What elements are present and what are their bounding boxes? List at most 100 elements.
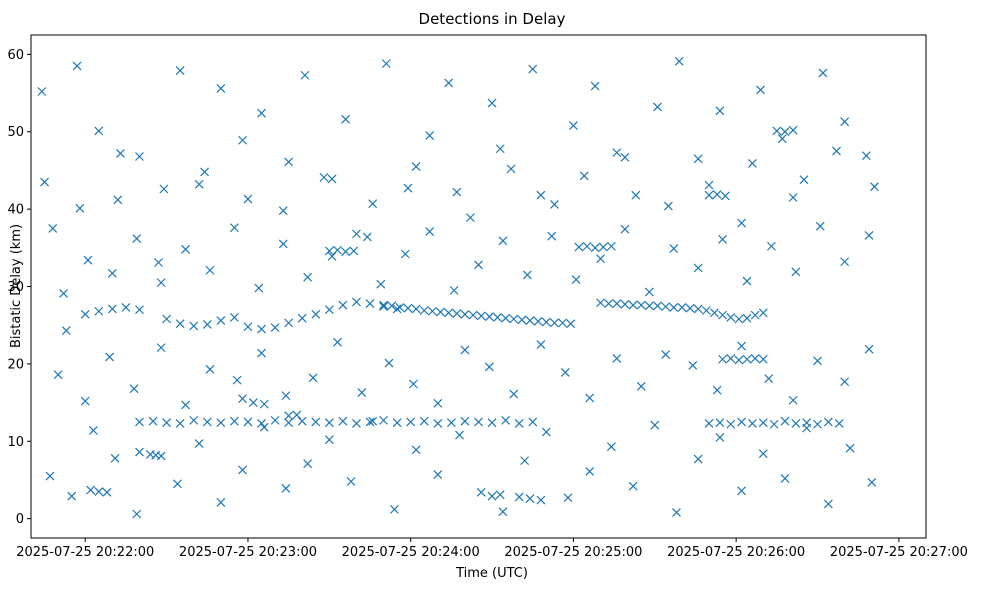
data-point	[864, 231, 874, 240]
data-point	[384, 358, 394, 368]
data-point	[284, 418, 294, 428]
y-axis: 0 10 20 30 40 50 60	[7, 48, 31, 527]
data-point	[823, 499, 833, 509]
data-point	[734, 355, 744, 365]
data-point	[107, 268, 117, 278]
data-point	[284, 318, 294, 328]
data-point	[400, 249, 410, 259]
data-point	[154, 258, 163, 267]
data-point	[742, 313, 752, 323]
data-point	[257, 348, 266, 358]
data-point	[238, 465, 247, 475]
data-point	[408, 379, 418, 389]
data-point	[563, 493, 573, 503]
data-point	[297, 313, 307, 323]
x-axis: 2025-07-25 20:22:00 2025-07-25 20:23:00 20…	[16, 538, 968, 560]
data-point	[349, 246, 359, 256]
data-point	[585, 467, 595, 476]
y-axis-label: Bistatic Delay (km)	[9, 224, 24, 348]
data-point	[270, 415, 280, 425]
data-point	[379, 302, 389, 312]
data-point	[620, 152, 630, 162]
data-point	[132, 509, 142, 519]
data-point	[747, 419, 757, 428]
data-point	[536, 190, 546, 200]
data-point	[550, 200, 559, 209]
data-point	[135, 152, 144, 161]
data-point	[243, 417, 253, 427]
data-point	[533, 316, 543, 326]
data-point	[867, 477, 877, 487]
data-point	[59, 289, 68, 298]
data-point	[72, 61, 82, 71]
data-point	[720, 191, 730, 201]
data-point	[341, 114, 351, 124]
data-point	[116, 148, 125, 158]
data-point	[181, 244, 191, 254]
data-point	[181, 400, 191, 410]
data-point	[726, 354, 736, 363]
data-point	[495, 144, 505, 154]
data-point	[308, 373, 318, 383]
data-point	[232, 375, 242, 385]
data-point	[379, 415, 389, 425]
x-tick-label: 2025-07-25 20:22:00	[16, 545, 154, 560]
data-point	[229, 416, 239, 426]
data-point	[669, 244, 679, 254]
y-tick-label: 60	[7, 48, 24, 63]
data-point	[135, 305, 144, 315]
data-point	[452, 309, 462, 319]
data-point	[484, 312, 494, 322]
data-point	[498, 507, 508, 517]
data-point	[357, 388, 367, 397]
data-point	[501, 415, 511, 425]
y-tick-label: 40	[7, 203, 24, 218]
data-point	[788, 125, 798, 135]
data-point	[476, 311, 486, 321]
data-point	[840, 257, 850, 267]
data-point	[840, 377, 850, 387]
data-point	[156, 451, 166, 461]
data-point	[769, 419, 779, 429]
data-point	[663, 201, 673, 211]
data-point	[61, 326, 71, 336]
data-point	[612, 299, 622, 308]
data-point	[205, 364, 215, 374]
data-point	[194, 439, 204, 449]
data-point	[319, 172, 329, 182]
data-point	[80, 309, 90, 319]
data-point	[585, 393, 595, 403]
data-point	[528, 64, 538, 74]
data-point	[387, 301, 397, 311]
y-tick-label: 0	[16, 512, 24, 527]
x-tick-label: 2025-07-25 20:24:00	[342, 545, 480, 560]
data-point	[175, 419, 185, 428]
data-point	[411, 304, 421, 314]
data-point	[791, 267, 801, 277]
data-point	[460, 345, 470, 355]
data-point	[737, 218, 747, 228]
data-point	[379, 300, 389, 310]
data-point	[107, 304, 117, 314]
y-tick-label: 10	[7, 435, 24, 450]
data-point	[425, 131, 435, 141]
data-point	[661, 302, 671, 312]
data-point	[324, 418, 334, 428]
data-point	[468, 310, 478, 320]
data-point	[284, 411, 294, 421]
data-point	[248, 398, 258, 408]
data-point	[389, 504, 399, 514]
data-point	[517, 315, 527, 325]
data-point	[338, 300, 348, 310]
data-point	[281, 484, 291, 493]
data-point	[758, 418, 768, 428]
data-point	[677, 302, 687, 312]
data-point	[582, 241, 592, 251]
data-point	[132, 234, 142, 243]
data-point	[37, 87, 47, 96]
data-point	[444, 78, 454, 88]
data-point	[718, 310, 728, 320]
data-point	[693, 154, 703, 164]
data-point	[110, 453, 120, 463]
data-point	[547, 231, 557, 241]
